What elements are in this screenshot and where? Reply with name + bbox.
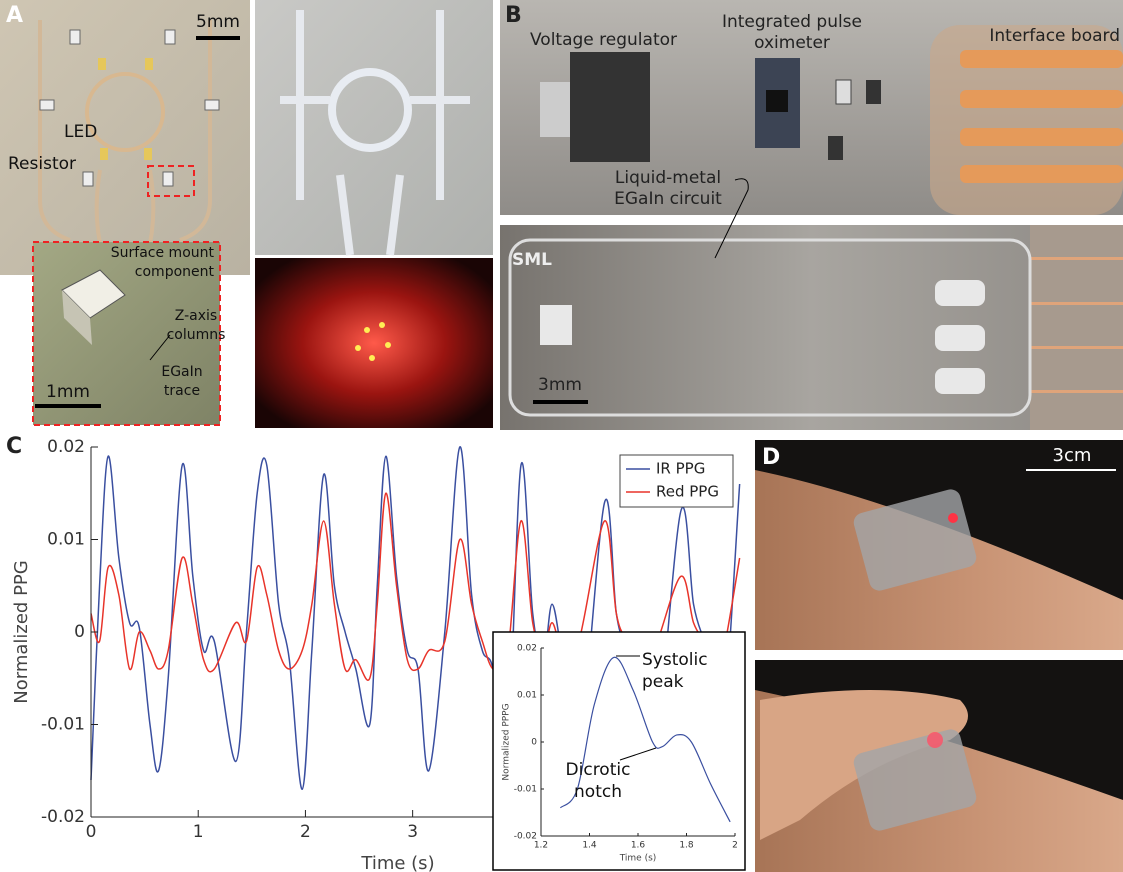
annotation: oximeter: [754, 33, 830, 53]
y-axis-label: Normalized PPPG: [502, 703, 512, 780]
annotation: Surface mount: [111, 245, 215, 261]
x-tick-label: 0: [86, 822, 97, 842]
annotation: columns: [167, 327, 226, 343]
panel-label: D: [762, 445, 780, 470]
panel-label: A: [6, 3, 23, 28]
photo-a-red: [255, 258, 493, 428]
x-tick-label: 3: [407, 822, 418, 842]
annotation: LED: [64, 122, 97, 142]
scale-bar-label: 1mm: [46, 382, 90, 402]
photo-d-bottom: [755, 660, 1123, 872]
annotation: component: [135, 264, 215, 280]
annotation: Integrated pulse: [722, 12, 862, 32]
photo-d-top: [755, 440, 1123, 650]
annotation: trace: [164, 383, 200, 399]
annotation: Interface board: [989, 26, 1120, 46]
x-tick-label: 1.2: [534, 841, 548, 851]
y-tick-label: 0: [531, 738, 537, 748]
figure: -0.02 -0.01 0 0.01 0.02 0 1 2 3 Time (s) Normalize…: [0, 0, 1123, 872]
y-tick-label: -0.02: [41, 807, 85, 827]
x-axis-label: Time (s): [360, 853, 434, 872]
x-tick-label: 1: [193, 822, 204, 842]
scale-bar-label: 5mm: [196, 12, 240, 32]
photo-b-bottom: [500, 225, 1123, 430]
y-axis-label: Normalized PPG: [11, 560, 32, 703]
x-tick-label: 1.6: [631, 841, 646, 851]
y-tick-label: 0.01: [47, 530, 85, 550]
photo-a-left: [0, 0, 250, 275]
annotation: peak: [642, 672, 684, 692]
photo-a-middle: [255, 0, 493, 255]
y-tick-label: 0: [74, 622, 85, 642]
annotation: Liquid-metal: [615, 168, 721, 188]
annotation: Dicrotic: [566, 760, 631, 780]
x-tick-label: 2: [300, 822, 311, 842]
x-tick-label: 2: [732, 841, 738, 851]
annotation: notch: [574, 782, 622, 802]
legend-label: Red PPG: [656, 483, 719, 501]
annotation: Z-axis: [175, 308, 217, 324]
annotation: Systolic: [642, 650, 708, 670]
scale-bar-label: 3mm: [538, 375, 582, 395]
annotation: EGaIn circuit: [614, 189, 722, 209]
y-tick-label: -0.01: [514, 785, 537, 795]
y-tick-label: 0.02: [517, 644, 537, 654]
annotation: EGaIn: [161, 364, 202, 380]
annotation: Voltage regulator: [530, 30, 677, 50]
x-tick-label: 1.4: [582, 841, 597, 851]
x-tick-label: 1.8: [679, 841, 694, 851]
logo: SML: [512, 250, 552, 270]
legend-label: IR PPG: [656, 460, 705, 478]
panel-label: C: [6, 434, 22, 459]
x-axis-label: Time (s): [619, 854, 657, 864]
y-tick-label: -0.01: [41, 715, 85, 735]
scale-bar-label: 3cm: [1053, 445, 1092, 466]
y-tick-label: 0.02: [47, 437, 85, 457]
y-tick-label: 0.01: [517, 691, 537, 701]
panel-label: B: [505, 3, 522, 28]
annotation: Resistor: [8, 154, 76, 174]
